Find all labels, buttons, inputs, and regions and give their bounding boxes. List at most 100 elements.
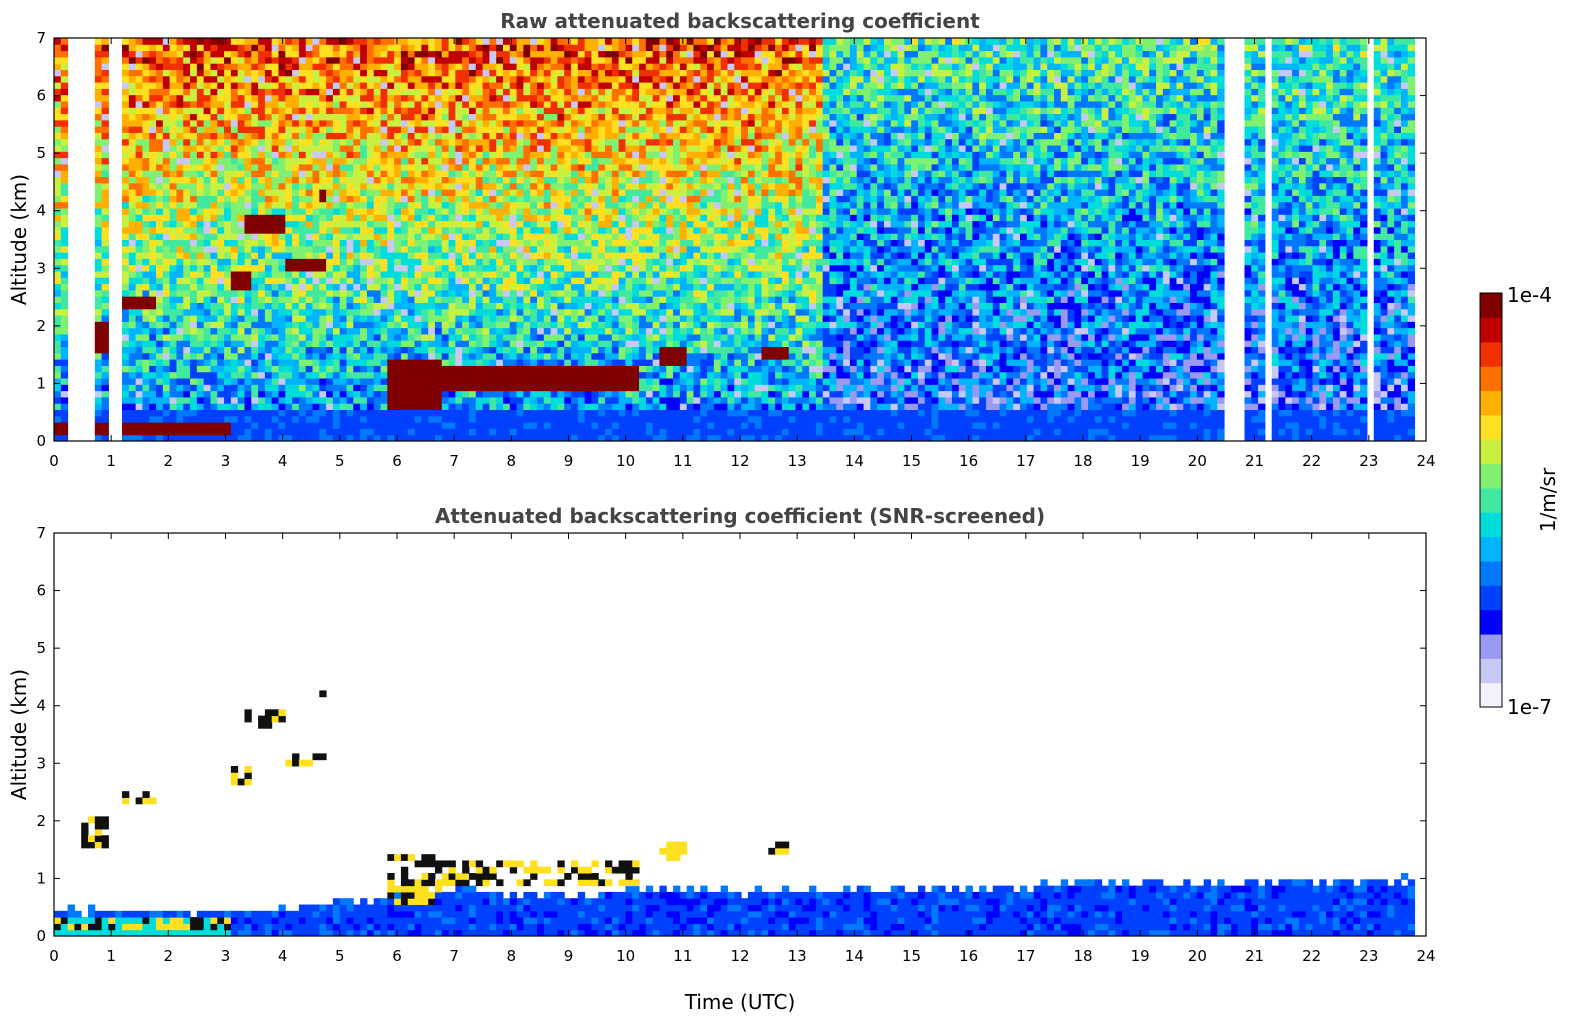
heatmap-cell [509, 220, 518, 228]
heatmap-cell [523, 157, 531, 165]
heatmap-cell [373, 321, 382, 329]
heatmap-cell [571, 321, 579, 329]
heatmap-cell [169, 264, 177, 272]
heatmap-cell [122, 422, 130, 429]
heatmap-cell [183, 182, 191, 190]
heatmap-cell [496, 50, 504, 58]
heatmap-cell [54, 75, 62, 83]
heatmap-cell [564, 220, 572, 228]
heatmap-cell [605, 264, 613, 272]
heatmap-cell [523, 44, 531, 52]
heatmap-cell [557, 434, 565, 442]
heatmap-cell [169, 82, 177, 89]
heatmap-cell [203, 396, 211, 404]
heatmap-cell [373, 157, 382, 165]
heatmap-cell [326, 107, 334, 115]
heatmap-cell [292, 302, 300, 310]
heatmap-cell [54, 151, 62, 159]
heatmap-cell [162, 107, 171, 115]
heatmap-cell [468, 157, 477, 165]
heatmap-cell [468, 308, 477, 316]
heatmap-cell [237, 365, 245, 373]
heatmap-cell [237, 321, 245, 329]
heatmap-cell [509, 126, 518, 133]
heatmap-cell [366, 75, 375, 83]
heatmap-cell [577, 226, 586, 234]
heatmap-cell [60, 296, 69, 303]
heatmap-cell [237, 163, 245, 171]
heatmap-cell [339, 409, 348, 417]
heatmap-cell [489, 44, 497, 52]
heatmap-cell [298, 138, 307, 146]
heatmap-cell [224, 195, 232, 203]
heatmap-cell [149, 126, 157, 133]
heatmap-cell [142, 226, 150, 234]
heatmap-cell [571, 346, 579, 354]
heatmap-cell [502, 340, 511, 348]
heatmap-cell [618, 371, 626, 379]
heatmap-cell [496, 145, 504, 152]
heatmap-cell [135, 270, 143, 278]
heatmap-cell [326, 283, 334, 291]
heatmap-cell [230, 94, 239, 102]
heatmap-cell [489, 258, 497, 266]
heatmap-cell [509, 352, 518, 360]
heatmap-cell [319, 289, 327, 297]
heatmap-cell [428, 69, 436, 77]
heatmap-cell [169, 321, 177, 329]
heatmap-cell [502, 308, 511, 316]
heatmap-cell [319, 359, 327, 366]
heatmap-cell [135, 428, 143, 436]
heatmap-cell [190, 422, 198, 429]
heatmap-cell [428, 170, 436, 178]
heatmap-cell [564, 189, 572, 196]
heatmap-cell [332, 107, 341, 115]
heatmap-cell [353, 88, 361, 96]
heatmap-cell [591, 201, 599, 209]
heatmap-cell [94, 428, 103, 436]
heatmap-cell [496, 44, 504, 52]
heatmap-cell [298, 157, 307, 165]
heatmap-cell [128, 233, 137, 240]
heatmap-cell [258, 239, 266, 247]
heatmap-cell [550, 82, 558, 89]
heatmap-cell [169, 403, 177, 411]
heatmap-cell [605, 283, 613, 291]
heatmap-cell [462, 378, 470, 385]
heatmap-cell [298, 403, 307, 411]
heatmap-cell [278, 113, 286, 121]
heatmap-cell [271, 296, 279, 303]
heatmap-cell [244, 44, 252, 52]
heatmap-cell [251, 75, 259, 83]
heatmap-cell [611, 365, 620, 373]
heatmap-cell [135, 415, 143, 423]
heatmap-cell [101, 107, 109, 115]
heatmap-cell [400, 378, 409, 385]
heatmap-cell [496, 277, 504, 285]
heatmap-cell [489, 100, 497, 108]
heatmap-cell [305, 182, 313, 190]
heatmap-cell [543, 208, 552, 215]
heatmap-cell [94, 296, 103, 303]
heatmap-cell [190, 277, 198, 285]
heatmap-cell [346, 119, 354, 127]
heatmap-cell [543, 428, 552, 436]
heatmap-cell [339, 378, 348, 385]
heatmap-cell [60, 56, 69, 64]
heatmap-cell [264, 82, 273, 89]
heatmap-cell [183, 100, 191, 108]
heatmap-cell [516, 252, 524, 259]
heatmap-cell [571, 308, 579, 316]
heatmap-cell [598, 346, 606, 354]
heatmap-cell [183, 163, 191, 171]
heatmap-cell [598, 277, 606, 285]
heatmap-cell [230, 195, 239, 203]
heatmap-cell [60, 396, 69, 404]
heatmap-cell [394, 252, 402, 259]
heatmap-cell [489, 208, 497, 215]
heatmap-cell [128, 113, 137, 121]
heatmap-cell [353, 163, 361, 171]
heatmap-cell [176, 44, 184, 52]
heatmap-cell [564, 56, 572, 64]
heatmap-cell [339, 283, 348, 291]
